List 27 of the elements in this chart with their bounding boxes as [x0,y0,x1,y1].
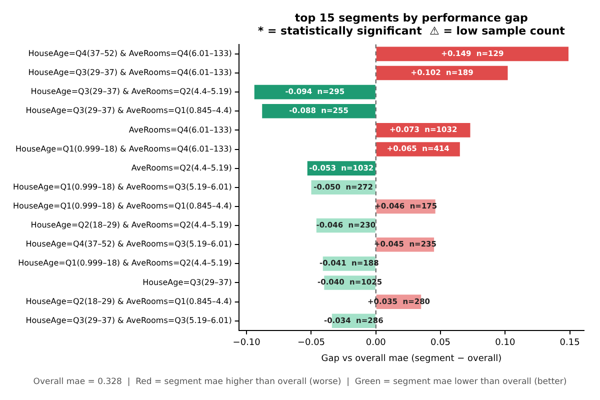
y-tick-label: HouseAge=Q1(0.999–18) & AveRooms=Q4(6.01–133) [16,144,232,154]
x-tick-label: 0.10 [495,338,516,348]
chart-title: top 15 segments by performance gap [294,11,528,24]
y-tick-label: HouseAge=Q1(0.999–18) & AveRooms=Q1(0.845–4.4) [12,202,232,211]
y-tick-label: HouseAge=Q2(18–29) & AveRooms=Q1(0.845–4.4) [26,296,232,306]
bar [262,104,376,118]
y-tick-label: HouseAge=Q4(37–52) & AveRooms=Q3(5.19–6.01) [26,240,232,249]
x-tick-label: 0.05 [430,338,451,348]
x-axis-title: Gap vs overall mae (segment − overall) [321,354,502,364]
y-tick-label: AveRooms=Q2(4.4–5.19) [131,163,232,172]
y-tick-label: HouseAge=Q3(29–37) & AveRooms=Q3(5.19–6.01) [26,316,232,325]
y-tick-label: HouseAge=Q1(0.999–18) & AveRooms=Q2(4.4–5.19) [18,258,232,268]
x-tick-label: 0.00 [366,338,386,348]
text: Overall mae = 0.328 | Red = segment mae higher than overall (worse) | Green = segment mae lower than overall (better) [33,377,567,387]
chart-subtitle: * = statistically significant ⚠ = low sample count [258,24,565,38]
y-tick-label: HouseAge=Q2(18–29) & AveRooms=Q2(4.4–5.19) [30,220,232,230]
y-tick-label: HouseAge=Q4(37–52) & AveRooms=Q4(6.01–133) [28,49,232,58]
x-tick-label: −0.10 [232,338,261,348]
y-tick-label: HouseAge=Q3(29–37) & AveRooms=Q4(6.01–133) [28,68,232,78]
y-tick-label: HouseAge=Q3(29–37) [142,278,232,287]
bar [376,46,568,62]
y-tick-label: HouseAge=Q3(29–37) & AveRooms=Q1(0.845–4.4) [26,106,232,116]
x-tick-label: 0.15 [560,338,580,348]
y-tick-label: AveRooms=Q4(6.01–133) [128,125,232,134]
y-tick-label: HouseAge=Q1(0.999–18) & AveRooms=Q3(5.19–6.01) [12,182,232,192]
x-tick-label: −0.05 [297,338,326,348]
y-tick-label: HouseAge=Q3(29–37) & AveRooms=Q2(4.4–5.19) [30,87,232,96]
